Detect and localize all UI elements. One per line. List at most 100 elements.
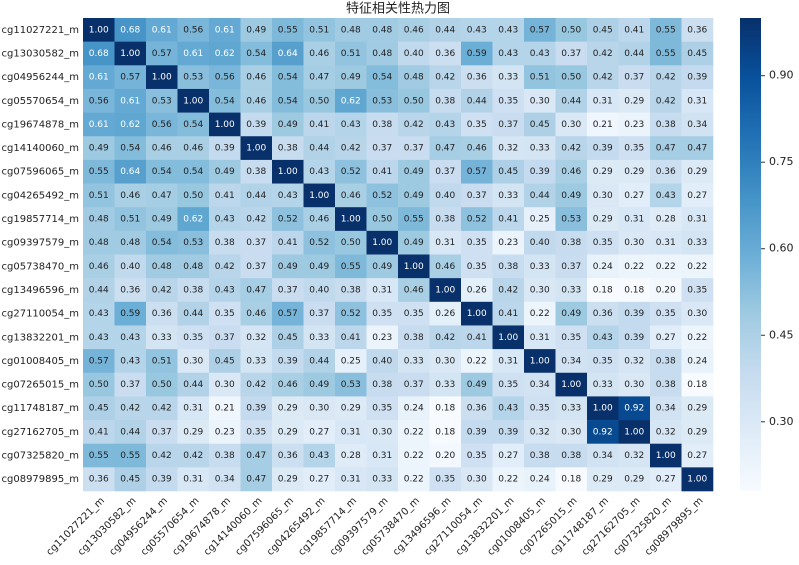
heatmap-cell — [587, 65, 619, 90]
cell-label: 1.00 — [89, 25, 109, 35]
cell-label: 0.41 — [215, 191, 235, 201]
cell-label: 0.31 — [656, 238, 676, 248]
heatmap-cell — [335, 88, 367, 113]
cell-label: 0.36 — [593, 309, 613, 319]
heatmap-cell — [461, 443, 493, 468]
heatmap-cell — [209, 136, 241, 161]
cell-label: 0.39 — [246, 120, 266, 130]
cell-label: 0.47 — [656, 144, 676, 154]
heatmap-cell — [650, 467, 682, 492]
cell-label: 0.25 — [530, 215, 550, 225]
heatmap-cell — [366, 65, 399, 90]
cell-label: 0.22 — [530, 309, 550, 319]
heatmap-cell — [114, 443, 147, 468]
heatmap-cell — [240, 41, 273, 66]
heatmap-cell — [209, 230, 241, 255]
x-tick-label: cg05738470_m — [359, 495, 422, 558]
cell-label: 0.37 — [372, 144, 392, 154]
heatmap-cell — [83, 18, 115, 42]
heatmap-cell — [177, 136, 210, 161]
cell-label: 0.46 — [561, 167, 581, 177]
heatmap-cell — [335, 65, 367, 90]
heatmap-cell — [398, 65, 430, 90]
cell-label: 1.00 — [687, 475, 707, 485]
heatmap-cell — [492, 301, 525, 326]
heatmap-cell — [650, 254, 682, 279]
heatmap-cell — [555, 278, 588, 303]
heatmap-cell — [114, 230, 147, 255]
cell-label: 0.50 — [561, 73, 581, 83]
cell-label: 0.53 — [183, 73, 203, 83]
cell-label: 0.54 — [152, 167, 172, 177]
heatmap-cell — [303, 467, 336, 492]
cell-label: 0.45 — [278, 333, 298, 343]
cell-label: 0.29 — [687, 404, 707, 414]
cell-label: 0.41 — [89, 427, 109, 437]
heatmap-cell — [650, 278, 682, 303]
heatmap-cell — [492, 372, 525, 397]
heatmap-cell — [303, 443, 336, 468]
cell-label: 0.47 — [246, 285, 266, 295]
cell-label: 0.30 — [372, 427, 392, 437]
heatmap-cell — [461, 349, 493, 374]
x-tick-label: cg04265492_m — [265, 495, 328, 558]
heatmap-cell — [240, 325, 273, 350]
heatmap-cell — [240, 278, 273, 303]
heatmap-cell — [587, 159, 619, 184]
cell-label: 0.32 — [246, 333, 266, 343]
cell-label: 0.62 — [215, 49, 235, 59]
heatmap-cell — [681, 254, 714, 279]
heatmap-cell — [146, 278, 178, 303]
x-tick-label: cg19674878_m — [170, 495, 233, 558]
heatmap-cell — [398, 136, 430, 161]
cell-label: 0.35 — [372, 309, 392, 319]
cell-label: 0.38 — [404, 333, 424, 343]
heatmap-cell — [366, 372, 399, 397]
heatmap-cell — [398, 349, 430, 374]
heatmap-cell — [146, 183, 178, 208]
heatmap-cell — [146, 443, 178, 468]
cell-label: 0.22 — [687, 333, 707, 343]
cell-label: 0.41 — [341, 333, 361, 343]
cell-label: 0.57 — [467, 167, 487, 177]
heatmap-cell — [209, 183, 241, 208]
heatmap-cell — [303, 183, 336, 208]
cell-label: 0.33 — [530, 144, 550, 154]
heatmap-cell — [209, 420, 241, 444]
cell-label: 0.22 — [404, 451, 424, 461]
x-tick-label: cg13496596_m — [391, 495, 454, 558]
y-tick-label: cg11748187_m — [2, 403, 80, 414]
heatmap-cell — [398, 372, 430, 397]
cell-label: 0.30 — [561, 427, 581, 437]
heatmap-cell — [618, 467, 651, 492]
heatmap-cell — [618, 65, 651, 90]
cell-label: 0.33 — [498, 73, 518, 83]
heatmap-cell — [177, 183, 210, 208]
heatmap-cell — [555, 136, 588, 161]
heatmap-cell — [335, 349, 367, 374]
heatmap-cell — [303, 301, 336, 326]
heatmap-cell — [461, 325, 493, 350]
cell-label: 1.00 — [278, 167, 298, 177]
heatmap-cell — [272, 88, 304, 113]
cell-label: 0.43 — [498, 49, 518, 59]
cell-label: 0.46 — [183, 144, 203, 154]
cell-label: 0.33 — [372, 475, 392, 485]
cell-label: 0.38 — [561, 238, 581, 248]
cell-label: 0.37 — [561, 49, 581, 59]
cell-label: 0.29 — [278, 475, 298, 485]
cell-label: 0.35 — [246, 427, 266, 437]
cell-label: 0.39 — [624, 309, 644, 319]
cell-label: 0.29 — [278, 404, 298, 414]
cell-label: 0.43 — [498, 25, 518, 35]
heatmap-cell — [240, 396, 273, 421]
heatmap-cell — [114, 372, 147, 397]
cell-label: 0.41 — [498, 215, 518, 225]
cell-label: 1.00 — [467, 309, 487, 319]
cell-label: 0.47 — [435, 144, 455, 154]
cell-label: 0.43 — [656, 191, 676, 201]
heatmap-cell — [587, 254, 619, 279]
cell-label: 0.18 — [624, 285, 644, 295]
heatmap-cell — [681, 278, 714, 303]
heatmap-cell — [114, 396, 147, 421]
